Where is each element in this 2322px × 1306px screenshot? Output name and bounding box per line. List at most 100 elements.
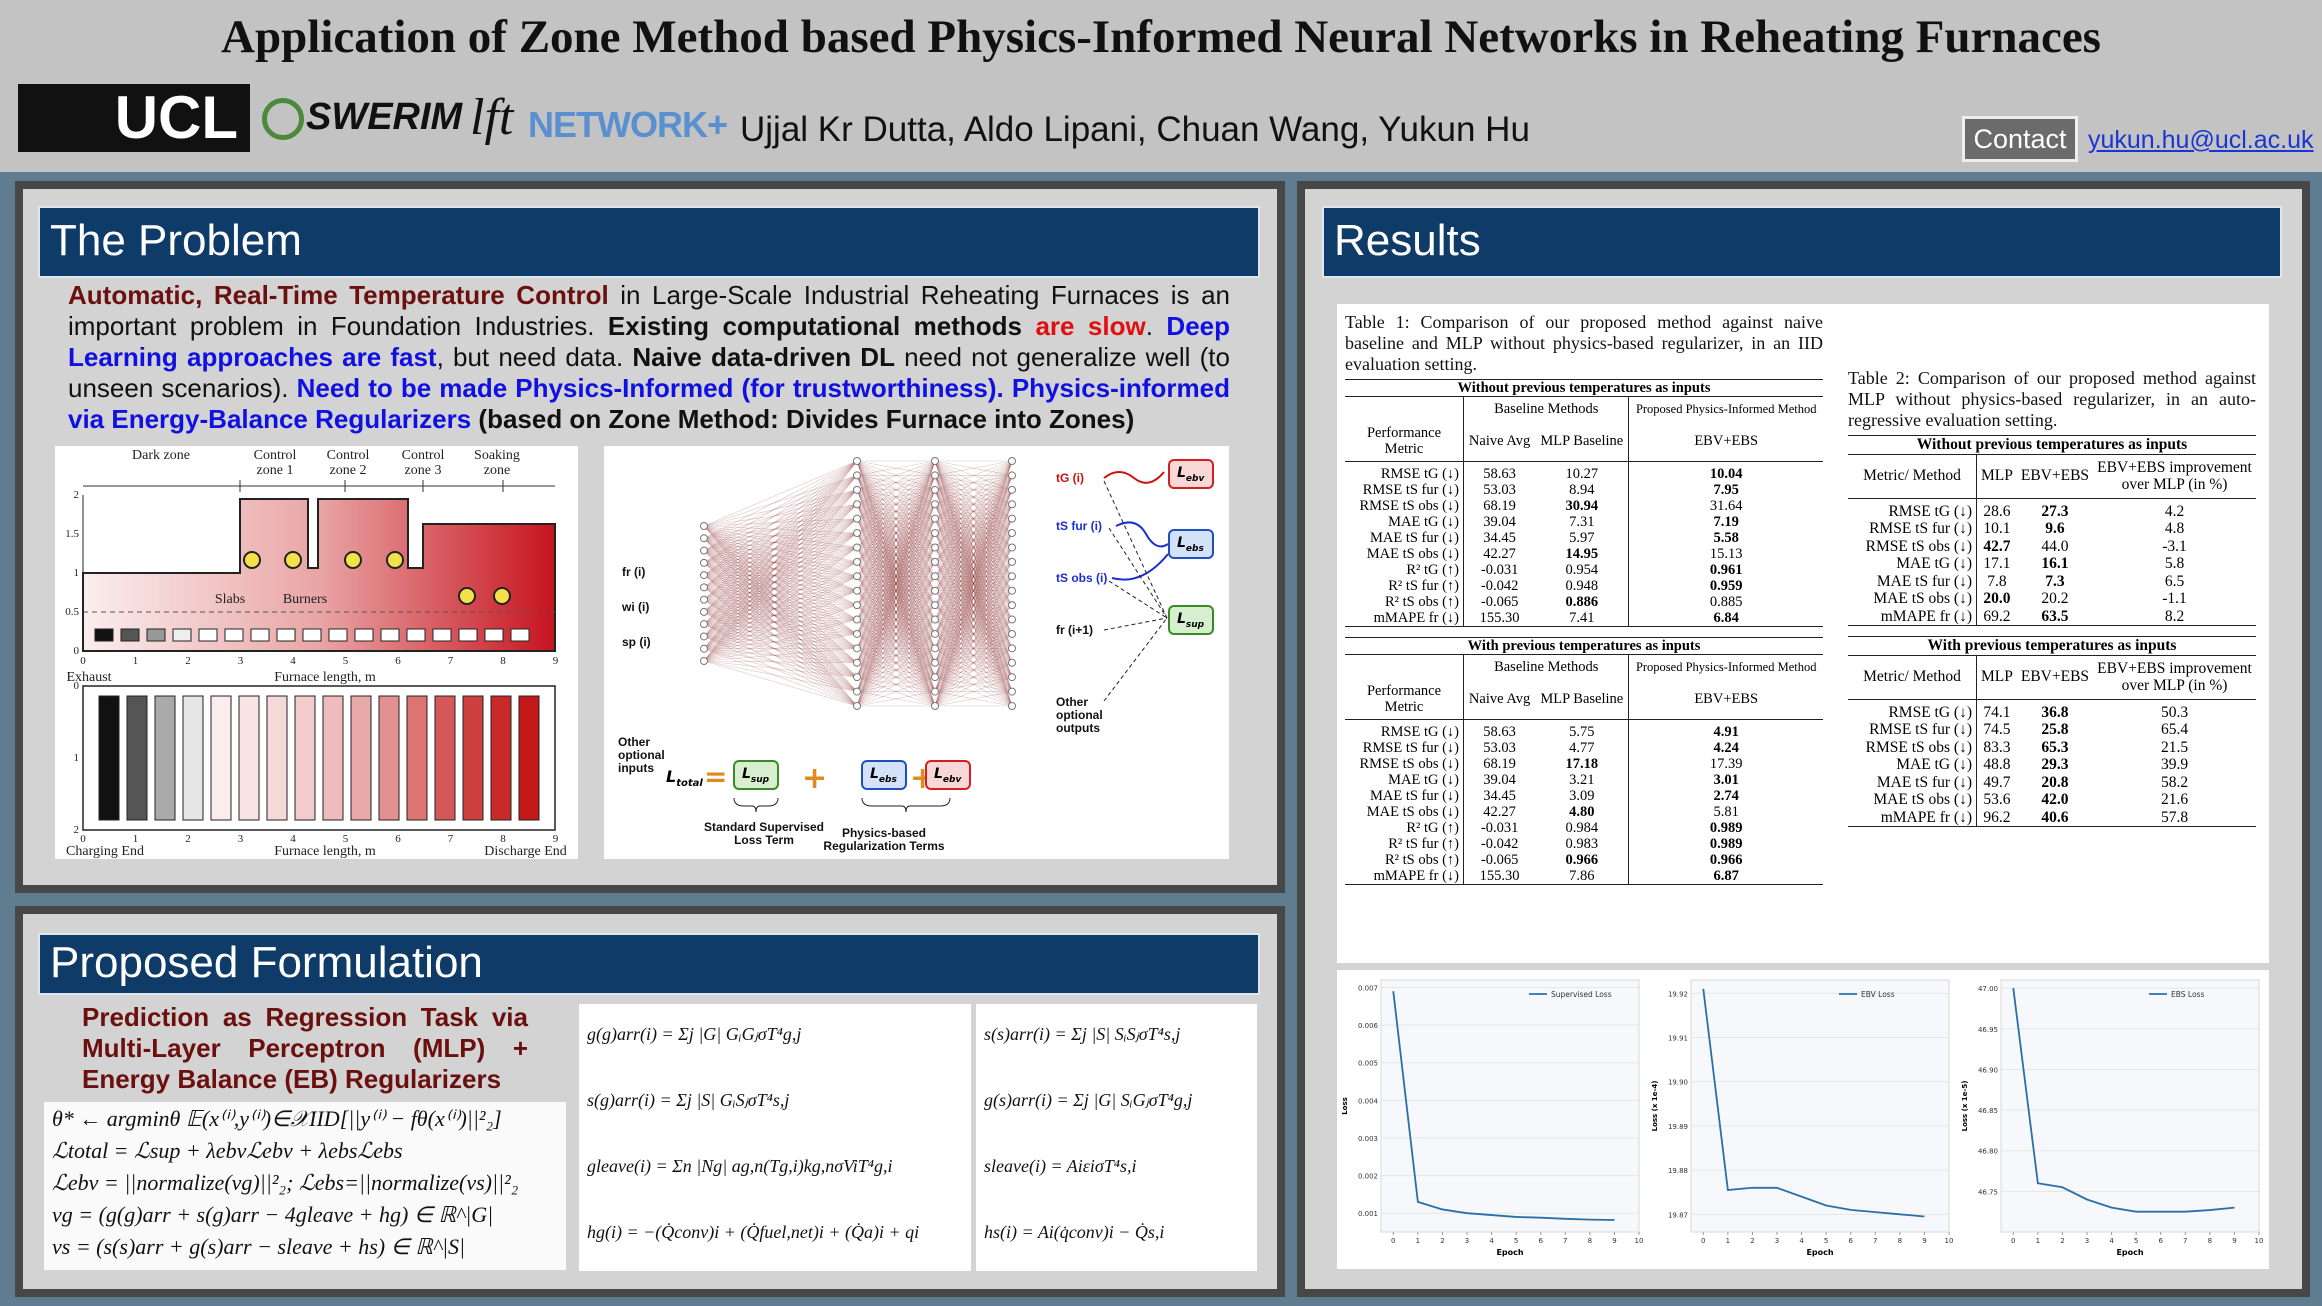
connection [934,504,1013,663]
tick-label: 5 [342,833,349,845]
connection [856,489,936,577]
tick-label: 3 [237,655,244,667]
connection [856,590,936,635]
table-cell: 44.0 [2041,537,2069,555]
neuron [1008,572,1016,581]
connection [856,648,936,678]
connection [703,623,858,678]
connection [934,489,1013,707]
group-header: Baseline Methods [1463,654,1630,679]
connection [934,561,1013,606]
tick-label: 3 [237,833,244,845]
table-row: MAE tS obs (↓) 20.0 20.2 -1.1 [1848,590,2256,608]
connection [934,576,1013,635]
y-tick-label: 46.85 [1978,1107,1998,1115]
connection [934,532,1013,620]
connection [856,561,936,663]
tick-label: 9 [552,655,559,667]
connection [703,503,858,600]
loss-plots: 0.001 0.002 0.003 0.004 0.005 0.006 0.007 0 1 2 3 4… [1341,979,2263,1257]
table-cell: 4.8 [2164,520,2185,537]
connection [703,547,858,649]
lft-logo: lft [470,89,514,146]
tick-label: 2 [73,824,80,836]
table-cell: 34.45 [1483,788,1516,804]
connection [703,599,858,664]
table-cell: 21.5 [2160,738,2189,756]
neuron [931,500,939,509]
connection [934,561,1013,692]
connection [703,562,858,606]
connection [934,489,1013,519]
burners-label: Burners [282,592,328,607]
dashed-arrow [1108,527,1168,619]
connection [856,532,936,635]
table-cell: 29.3 [2041,756,2069,773]
connection [856,475,936,663]
tables-area: Table 1: Comparison of our proposed meth… [1337,304,2269,963]
neuron [931,471,939,480]
table-row: RMSE tG (↓) 58.63 5.75 4.91 [1345,719,1823,740]
connection [934,590,1013,692]
connection [934,604,1013,635]
connection [703,660,858,692]
tick-label: 8 [500,655,506,667]
connection [856,619,936,692]
connection [856,489,936,635]
connection [934,633,1013,692]
connection [856,503,936,548]
table-cell: MAE tS fur (↓) [1345,530,1464,546]
table-cell: RMSE tS obs (↓) [1345,498,1464,514]
connection [856,547,936,635]
table-cell: R² tS fur (↑) [1345,578,1464,594]
connection [934,633,1013,678]
table-cell: 58.63 [1483,466,1516,482]
loss-line [2012,988,2235,1213]
connection [856,460,936,505]
table-cell: 6.84 [1713,610,1739,626]
connection [703,611,858,635]
connection [934,648,1013,664]
connection [856,604,936,620]
table-row: MAE tS obs (↓) 42.27 14.95 15.13 [1345,546,1823,562]
connection [856,676,936,692]
connection [703,604,858,637]
connection [934,460,1013,519]
connection [703,532,858,576]
connection [703,623,858,649]
connection [934,633,1013,692]
table-row: R² tS fur (↑) -0.042 0.983 0.989 [1345,836,1823,852]
connection [934,547,1013,620]
x-tick-label: 10 [1635,1237,1644,1245]
connection [703,660,858,678]
x-tick-label: 8 [1588,1237,1592,1245]
table-cell: 0.961 [1709,562,1743,578]
tick-label: 1 [132,833,139,845]
connection [856,532,936,678]
connection [934,532,1013,635]
y-tick-label: 19.92 [1668,990,1688,998]
connection [856,489,936,620]
column-header: Metric/ Method [1848,454,1977,498]
connection [703,475,858,649]
connection [934,547,1013,591]
connection [934,518,1013,548]
connection [934,460,1013,591]
tick-label: 2 [73,489,80,501]
neuron [1008,557,1016,566]
tick-label: 0 [73,680,80,692]
connection [934,604,1013,678]
connection [856,518,936,577]
table-cell: 57.8 [2160,808,2189,826]
email-link[interactable]: yukun.hu@ucl.ac.uk [2088,126,2314,154]
connection [934,561,1013,577]
table-row: RMSE tS obs (↓) 68.19 30.94 31.64 [1345,498,1823,514]
contact-button[interactable]: Contact [1962,116,2078,162]
connection [856,547,936,663]
connection [934,604,1013,664]
x-tick-label: 5 [2134,1237,2138,1245]
connection [856,691,936,707]
connection [934,503,1013,563]
